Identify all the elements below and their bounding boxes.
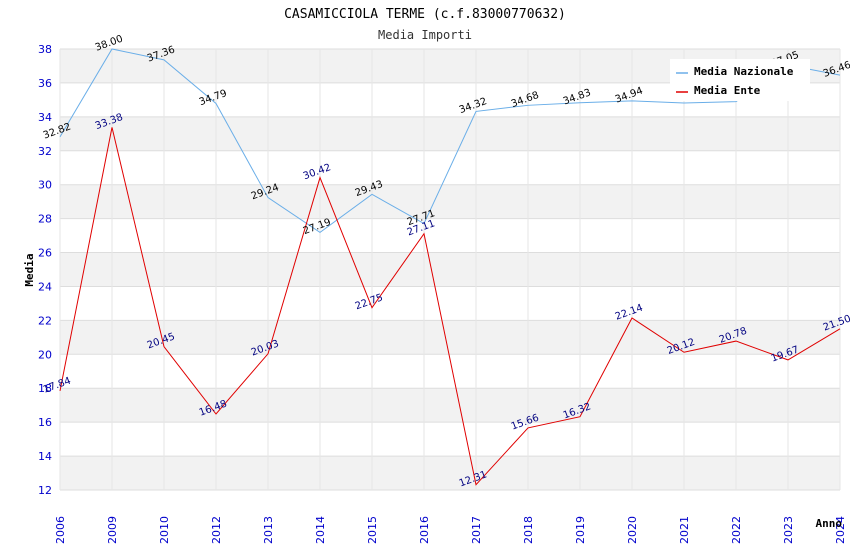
x-axis-ticks: 2006 2009 2010 2012 2013 2014 2015 2016 2017 2018… [54,516,847,544]
y-tick-label: 16 [38,416,52,429]
y-tick-label: 36 [38,77,52,90]
x-tick-label: 2024 [834,516,847,544]
legend-box [670,59,810,101]
x-tick-label: 2009 [106,516,119,544]
y-tick-label: 30 [38,179,52,192]
y-tick-label: 14 [38,450,52,463]
grid-band [60,184,840,219]
y-axis-ticks: 12 14 16 18 20 22 24 26 28 30 32 34 36 38 [38,43,52,497]
y-tick-label: 34 [38,111,52,124]
grid-band [60,320,840,355]
grid-band [60,388,840,423]
grid-band [60,456,840,490]
series-lines [59,48,841,486]
grid-band [60,252,840,287]
legend-label-ente: Media Ente [694,84,761,97]
x-tick-label: 2023 [782,516,795,544]
x-tick-label: 2013 [262,516,275,544]
y-tick-label: 38 [38,43,52,56]
y-axis-label: Media [23,253,36,286]
y-tick-label: 26 [38,247,52,260]
x-tick-label: 2015 [366,516,379,544]
chart-title: CASAMICCIOLA TERME (c.f.83000770632) [284,7,566,22]
x-tick-label: 2016 [418,516,431,544]
x-tick-label: 2017 [470,516,483,544]
x-tick-label: 2010 [158,516,171,544]
x-tick-label: 2019 [574,516,587,544]
y-tick-label: 12 [38,484,52,497]
legend: Media Nazionale Media Ente [670,59,810,101]
x-tick-label: 2018 [522,516,535,544]
series-line-nazionale [59,48,841,233]
grid-band [60,116,840,151]
y-tick-label: 24 [38,280,52,293]
grid-band [60,286,840,321]
grid-band [60,422,840,457]
legend-label-nazionale: Media Nazionale [694,65,794,78]
x-tick-label: 2014 [314,516,327,544]
x-axis-label: Anno [816,517,843,530]
y-tick-label: 22 [38,314,52,327]
y-tick-label: 28 [38,213,52,226]
y-tick-label: 32 [38,145,52,158]
x-tick-label: 2006 [54,516,67,544]
x-tick-label: 2012 [210,516,223,544]
x-tick-label: 2020 [626,516,639,544]
series-line-ente [59,127,841,486]
y-tick-label: 20 [38,348,52,361]
grid-bands [59,48,841,491]
chart-subtitle: Media Importi [378,28,472,42]
grid-band [60,218,840,253]
x-tick-label: 2021 [678,516,691,544]
y-tick-label: 18 [38,382,52,395]
x-tick-label: 2022 [730,516,743,544]
